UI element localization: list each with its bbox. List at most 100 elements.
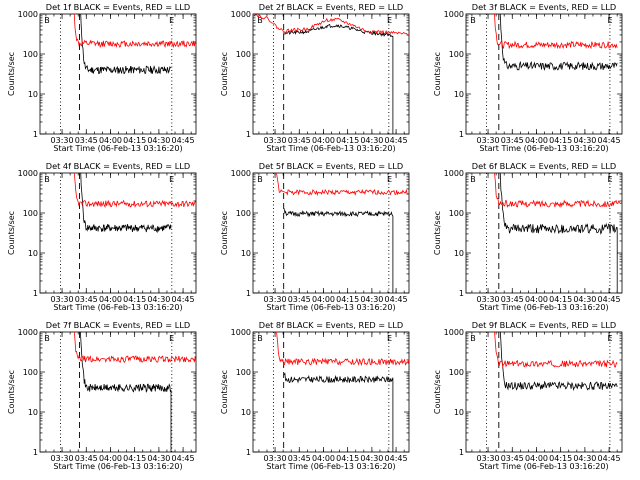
y-tick-label: 100 [23, 50, 38, 59]
lld-series-line [253, 14, 409, 37]
x-tick-label: 04:00 [525, 136, 548, 145]
y-tick-label: 1000 [18, 10, 38, 19]
plot-title: Det 8f BLACK = Events, RED = LLD [259, 320, 403, 330]
plot-frame [39, 331, 197, 453]
events-series-line [80, 14, 172, 75]
events-series-line [80, 332, 172, 452]
plot-frame [39, 172, 197, 294]
end-marker-label: E [169, 334, 174, 343]
x-tick-label: 03:45 [501, 454, 524, 463]
x-tick-label: 03:45 [75, 136, 98, 145]
y-tick-label: 1 [459, 289, 464, 298]
events-series-line [80, 173, 172, 234]
x-tick-label: 04:00 [99, 136, 122, 145]
events-series-line [283, 372, 394, 452]
y-tick-label: 1 [246, 289, 251, 298]
end-marker-label: E [387, 16, 392, 25]
y-axis-label: Counts/sec [433, 370, 442, 414]
begin-marker-label: B [470, 334, 476, 343]
x-tick-label: 04:00 [525, 295, 548, 304]
x-tick-label: 03:30 [477, 136, 500, 145]
end-marker-label: E [387, 334, 392, 343]
x-tick-label: 04:00 [99, 295, 122, 304]
begin-marker-label: B [470, 175, 476, 184]
x-tick-label: 03:45 [75, 454, 98, 463]
x-axis-label: Start Time (06-Feb-13 03:16:20) [53, 303, 182, 312]
x-tick-label: 03:30 [264, 454, 287, 463]
x-tick-label: 04:45 [598, 295, 621, 304]
subplot-1: Det 1f BLACK = Events, RED = LLD 1 10 100 10… [7, 2, 197, 153]
plot-frame [465, 331, 623, 453]
events-series-line [499, 173, 618, 293]
end-marker-label: E [607, 175, 612, 184]
lld-series-line [73, 14, 196, 49]
y-tick-label: 10 [454, 249, 464, 258]
plot-frame [465, 172, 623, 294]
y-tick-label: 10 [28, 249, 38, 258]
subplot-3: Det 3f BLACK = Events, RED = LLD 1 10 100 10… [433, 2, 623, 153]
x-tick-label: 04:45 [172, 136, 195, 145]
begin-marker-label: B [44, 334, 50, 343]
y-tick-label: 10 [241, 90, 251, 99]
end-marker-label: E [169, 175, 174, 184]
y-tick-label: 1 [459, 130, 464, 139]
y-axis-label: Counts/sec [7, 211, 16, 255]
y-tick-label: 1000 [444, 169, 464, 178]
x-tick-label: 04:15 [123, 295, 146, 304]
begin-marker-label: B [44, 175, 50, 184]
plot-title: Det 7f BLACK = Events, RED = LLD [46, 320, 190, 330]
x-tick-label: 04:00 [312, 454, 335, 463]
events-series-line [283, 208, 394, 293]
subplot-6: Det 6f BLACK = Events, RED = LLD 1 10 100 10… [433, 161, 623, 312]
y-tick-label: 100 [449, 50, 464, 59]
y-axis-label: Counts/sec [7, 370, 16, 414]
y-axis-label: Counts/sec [433, 211, 442, 255]
x-tick-label: 04:45 [598, 454, 621, 463]
events-series-line [499, 14, 618, 71]
y-tick-label: 10 [241, 249, 251, 258]
x-tick-label: 03:30 [264, 136, 287, 145]
events-series-line [283, 24, 394, 134]
lld-series-line [494, 14, 618, 50]
plot-title: Det 2f BLACK = Events, RED = LLD [259, 2, 403, 12]
subplot-4: Det 4f BLACK = Events, RED = LLD 1 10 100 10… [7, 161, 197, 312]
x-tick-label: 04:30 [573, 136, 596, 145]
y-tick-label: 1000 [231, 169, 251, 178]
y-tick-label: 10 [454, 90, 464, 99]
x-tick-label: 03:30 [51, 295, 74, 304]
subplot-9: Det 9f BLACK = Events, RED = LLD 1 10 100 10… [433, 320, 623, 471]
x-tick-label: 04:45 [385, 295, 408, 304]
x-tick-label: 04:30 [147, 136, 170, 145]
end-marker-label: E [387, 175, 392, 184]
x-tick-label: 04:00 [312, 295, 335, 304]
x-axis-label: Start Time (06-Feb-13 03:16:20) [53, 462, 182, 471]
x-tick-label: 04:30 [360, 136, 383, 145]
y-tick-label: 1000 [231, 328, 251, 337]
x-tick-label: 03:45 [288, 295, 311, 304]
events-series-line [499, 332, 618, 392]
plot-frame [252, 13, 410, 135]
x-tick-label: 04:15 [336, 136, 359, 145]
x-tick-label: 04:30 [147, 295, 170, 304]
x-tick-label: 04:15 [549, 136, 572, 145]
y-tick-label: 100 [236, 368, 251, 377]
lld-series-line [494, 173, 622, 209]
x-tick-label: 03:30 [477, 454, 500, 463]
x-tick-label: 04:45 [172, 454, 195, 463]
x-axis-label: Start Time (06-Feb-13 03:16:20) [479, 303, 608, 312]
begin-marker-label: B [257, 175, 263, 184]
y-tick-label: 100 [236, 209, 251, 218]
x-tick-label: 04:15 [336, 454, 359, 463]
x-axis-label: Start Time (06-Feb-13 03:16:20) [479, 462, 608, 471]
y-tick-label: 1 [33, 130, 38, 139]
x-tick-label: 03:30 [51, 136, 74, 145]
lld-series-line [73, 173, 196, 209]
y-tick-label: 100 [449, 209, 464, 218]
x-tick-label: 03:45 [288, 136, 311, 145]
y-axis-label: Counts/sec [433, 52, 442, 96]
x-tick-label: 04:00 [99, 454, 122, 463]
y-tick-label: 100 [449, 368, 464, 377]
x-tick-label: 04:45 [385, 136, 408, 145]
x-tick-label: 04:00 [525, 454, 548, 463]
